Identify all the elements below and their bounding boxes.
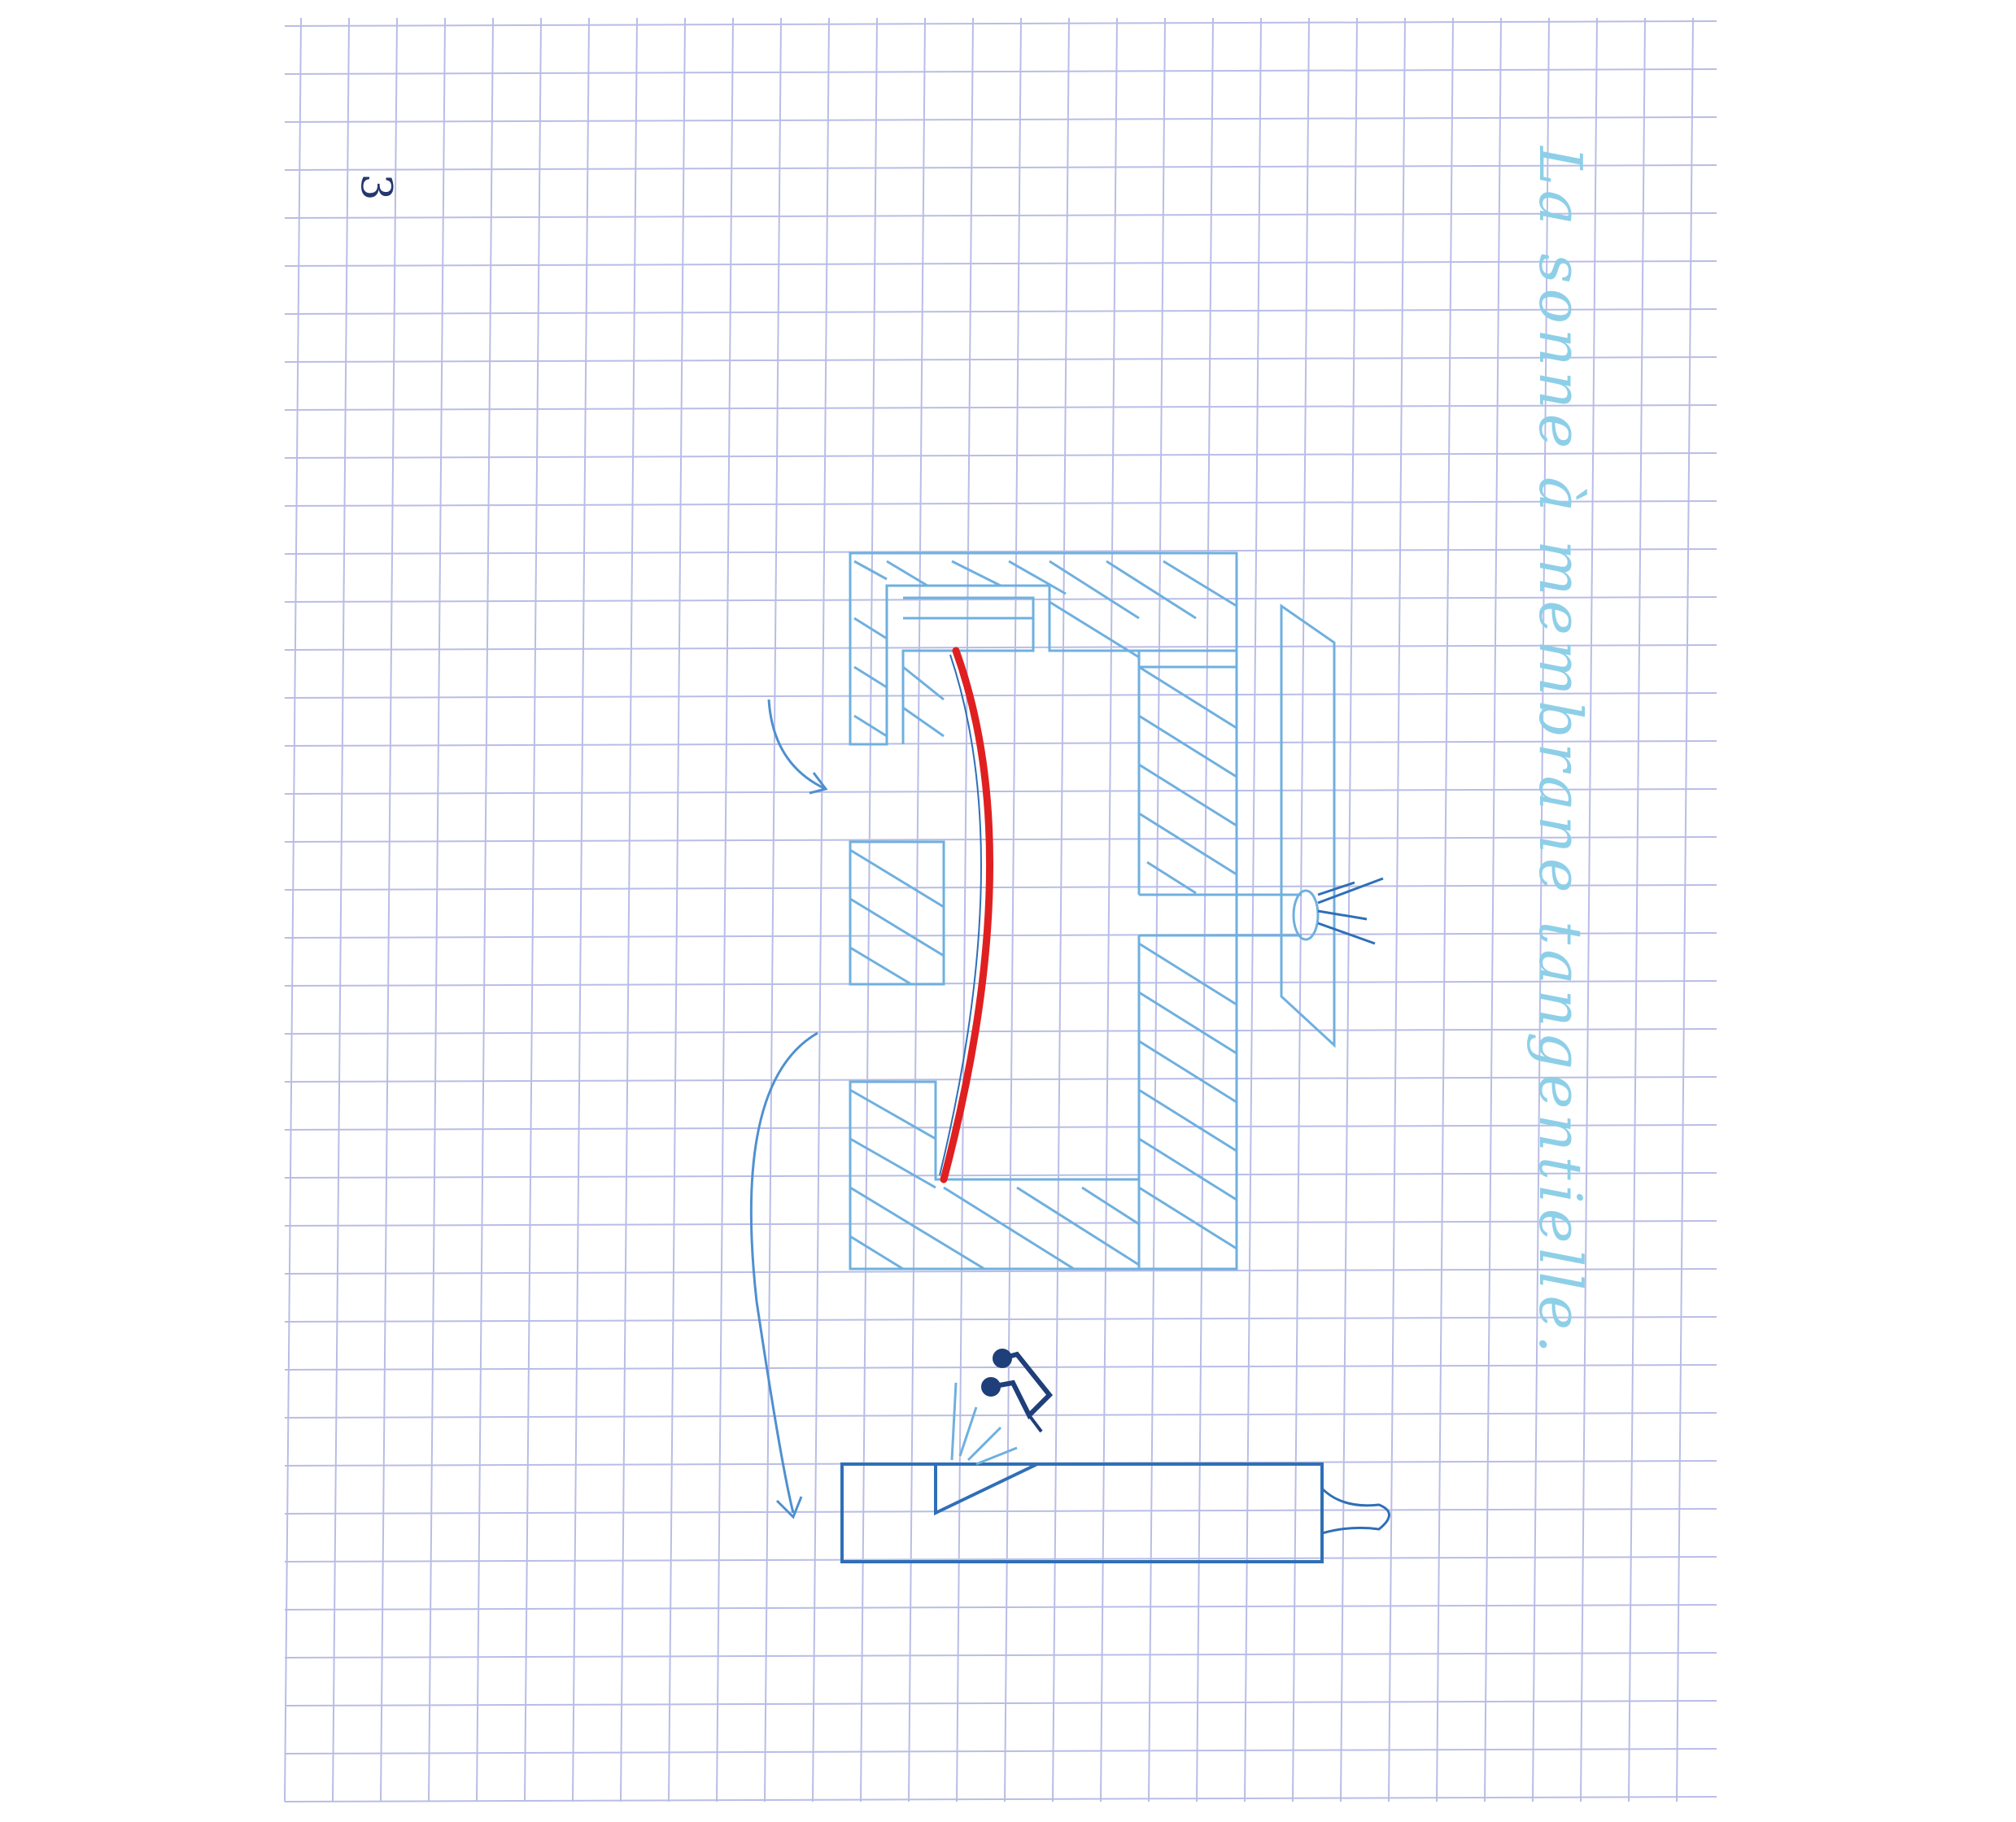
grid-line-vertical [716,17,734,1802]
tube-body [840,1462,1324,1563]
grid-paper [284,17,1717,1802]
grid-line-horizontal [284,164,1717,171]
flame-icon [1320,1487,1390,1535]
grid-line-vertical [572,17,590,1802]
grid-line-horizontal [284,1748,1717,1754]
grid-line-horizontal [284,596,1717,603]
grid-line-horizontal [284,1604,1717,1611]
grid-line-horizontal [284,1796,1717,1802]
grid-line-vertical [1532,17,1550,1802]
grid-line-vertical [1100,17,1118,1802]
grid-line-horizontal [284,980,1717,987]
sound-rays [950,1382,1018,1466]
grid-line-vertical [1628,17,1646,1802]
grid-line-horizontal [284,932,1717,939]
resonator-body [849,551,1238,1271]
grid-line-horizontal [284,20,1717,27]
grid-line-horizontal [284,884,1717,891]
whistle-tube [840,1382,1390,1563]
grid-line-vertical [332,17,350,1802]
grid-line-horizontal [284,740,1717,747]
top-block-outline [849,551,1238,746]
grid-line-horizontal [284,404,1717,411]
grid-line-vertical [1676,17,1694,1802]
grid-line-vertical [1004,17,1022,1802]
grid-line-horizontal [284,452,1717,459]
grid-line-horizontal [284,500,1717,507]
grid-line-horizontal [284,1556,1717,1563]
grid-line-horizontal [284,260,1717,267]
grid-line-vertical [1244,17,1262,1802]
grid-line-vertical [476,17,494,1802]
grid-line-horizontal [284,836,1717,843]
grid-line-vertical [1580,17,1598,1802]
grid-line-horizontal [284,1124,1717,1131]
music-note-icon [981,1349,1054,1433]
grid-line-vertical [1340,17,1358,1802]
grid-line-vertical [908,17,926,1802]
grid-line-horizontal [284,356,1717,363]
grid-line-horizontal [284,1508,1717,1515]
grid-line-vertical [1484,17,1502,1802]
grid-line-vertical [956,17,974,1802]
grid-line-horizontal [284,308,1717,315]
outlet-rays [1317,877,1384,945]
grid-line-horizontal [284,548,1717,555]
grid-line-vertical [1148,17,1166,1802]
outlet-pipe [1237,893,1302,937]
grid-line-vertical [428,17,446,1802]
left-middle-block [849,840,945,986]
right-wall-outline [1137,649,1238,1271]
grid-line-horizontal [284,68,1717,75]
grid-line-horizontal [284,1652,1717,1659]
grid-line-horizontal [284,1172,1717,1179]
grid-line-vertical [1196,17,1214,1802]
page-number: 3 [351,173,400,201]
grid-line-vertical [812,17,830,1802]
membrane-edge [939,654,982,1176]
arrows [749,699,828,1519]
grid-line-horizontal [284,1700,1717,1706]
grid-line-horizontal [284,1028,1717,1035]
grid-line-horizontal [284,1412,1717,1419]
membrane [940,647,994,1183]
grid-line-vertical [764,17,782,1802]
outlet-nozzle [1292,889,1320,941]
grid-line-vertical [284,17,302,1802]
grid-line-vertical [668,17,686,1802]
grid-line-horizontal [284,1268,1717,1275]
grid-line-horizontal [284,692,1717,699]
grid-line-vertical [524,17,542,1802]
air-outlet [1237,604,1384,1048]
grid-line-horizontal [284,1316,1717,1323]
top-frame-inner [901,596,1035,744]
grid-line-vertical [1292,17,1310,1802]
grid-line-vertical [1436,17,1454,1802]
grid-line-horizontal [284,644,1717,651]
outlet-plate [1280,604,1336,1048]
hatch-top [849,560,1237,1271]
grid-line-vertical [1388,17,1406,1802]
grid-line-vertical [380,17,398,1802]
arrow-upper [767,699,828,795]
grid-line-horizontal [284,1076,1717,1083]
grid-line-vertical [1052,17,1070,1802]
arrow-long [749,1031,818,1519]
grid-line-vertical [620,17,638,1802]
tube-notch [934,1462,1038,1516]
grid-line-horizontal [284,116,1717,123]
grid-line-horizontal [284,212,1717,219]
handwritten-title: La sonne à membrane tangentielle. [1526,146,1595,1358]
grid-line-horizontal [284,788,1717,795]
